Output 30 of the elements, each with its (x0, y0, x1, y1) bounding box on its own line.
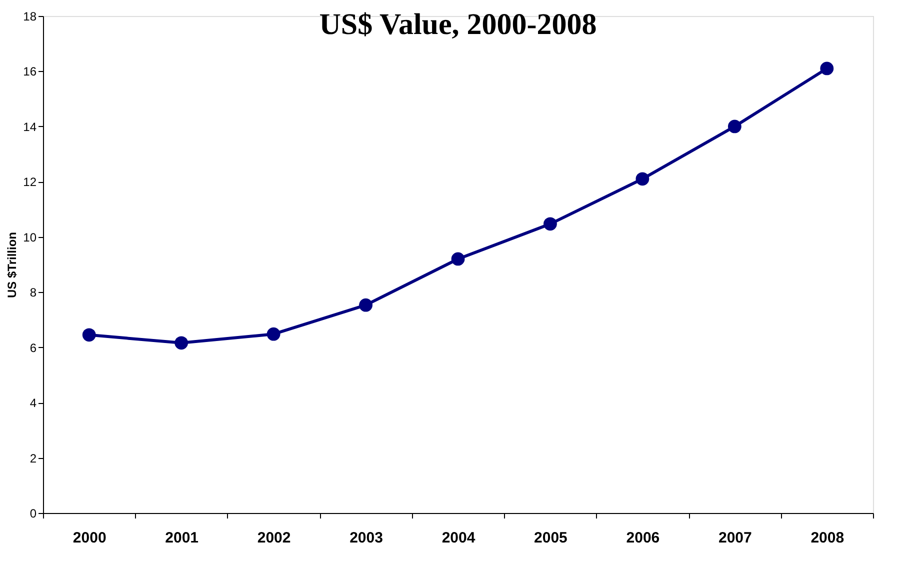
point (636, 172, 650, 186)
point (544, 217, 557, 231)
y-tick-label: 14 (23, 120, 37, 134)
x-tick-label: 2000 (72, 530, 106, 546)
y-tick-label: 0 (30, 506, 37, 520)
x-tick-label: 2008 (810, 530, 844, 546)
x-tick-label: 2002 (257, 530, 291, 546)
y-tick-label: 10 (23, 230, 37, 244)
y-tick-label: 16 (23, 64, 37, 79)
point (174, 336, 188, 350)
y-tick-label: 4 (30, 396, 37, 410)
point (728, 120, 742, 134)
point (82, 328, 96, 342)
point (359, 298, 372, 312)
y-tick-label: 2 (30, 451, 37, 466)
x-tick-label: 2004 (442, 530, 476, 546)
y-axis-title: US $Trillion (5, 232, 20, 298)
x-tick-label: 2005 (534, 530, 568, 546)
x-tick-label: 2001 (165, 530, 199, 546)
y-tick-label: 6 (30, 340, 37, 355)
x-tick-label: 2003 (350, 530, 383, 546)
point (266, 327, 280, 341)
chart-title: US$ Value, 2000-2008 (319, 8, 597, 41)
y-tick-label: 8 (30, 286, 37, 300)
point (820, 62, 834, 76)
y-tick-label: 18 (23, 10, 37, 24)
x-tick-label: 2007 (718, 530, 752, 546)
x-tick-label: 2006 (626, 530, 660, 546)
y-tick-label: 12 (23, 175, 37, 190)
point (451, 252, 465, 266)
